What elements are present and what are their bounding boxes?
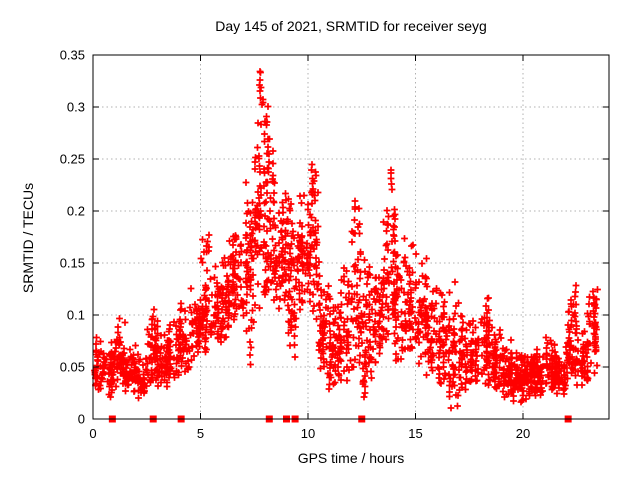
- y-tick-label: 0.2: [67, 204, 85, 219]
- y-tick-label: 0.15: [60, 256, 85, 271]
- y-tick-label: 0.3: [67, 100, 85, 115]
- y-tick-label: 0.35: [60, 48, 85, 63]
- y-tick-label: 0.25: [60, 152, 85, 167]
- x-axis-label: GPS time / hours: [297, 450, 405, 466]
- axes: [92, 54, 610, 420]
- plot-border: [92, 54, 610, 420]
- tick-labels: 0 5 10 15 20 0 0.05 0.1 0.15 0.2 0.25 0.3 0.35: [60, 48, 531, 442]
- y-tick-label: 0.05: [60, 360, 85, 375]
- scatter-points: [91, 68, 601, 423]
- x-tick-label: 5: [197, 426, 204, 441]
- chart-title: Day 145 of 2021, SRMTID for receiver sey…: [215, 18, 487, 34]
- x-tick-label: 15: [408, 426, 422, 441]
- srmtid-scatter-markers: [91, 68, 601, 412]
- y-tick-label: 0: [78, 412, 85, 427]
- x-tick-label: 20: [516, 426, 530, 441]
- x-tick-label: 0: [89, 426, 96, 441]
- y-tick-label: 0.1: [67, 308, 85, 323]
- x-tick-label: 10: [301, 426, 315, 441]
